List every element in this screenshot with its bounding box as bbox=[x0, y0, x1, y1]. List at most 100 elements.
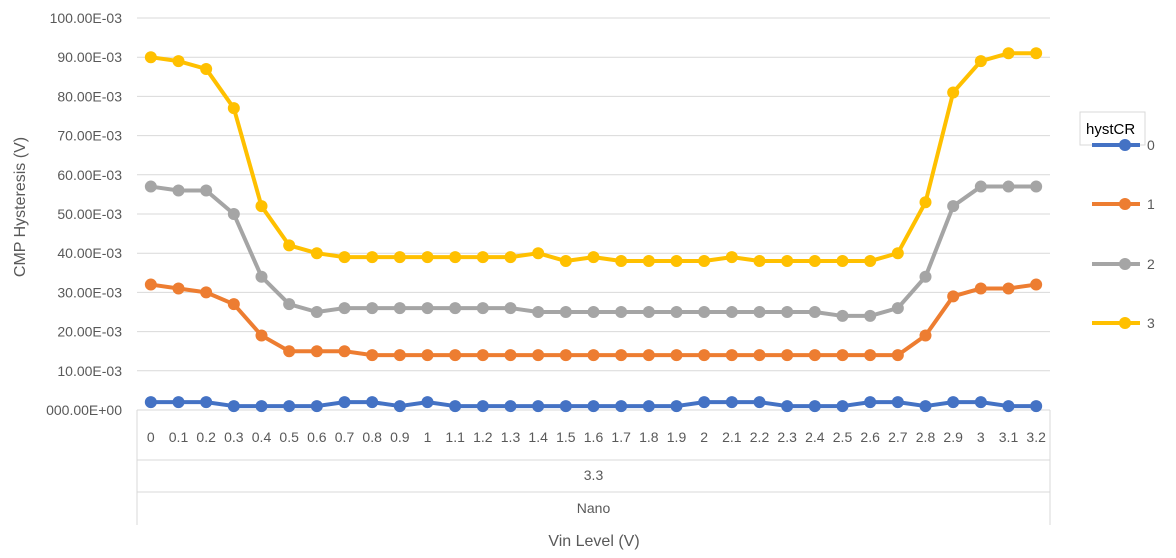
data-point bbox=[283, 345, 295, 357]
data-point bbox=[781, 349, 793, 361]
data-point bbox=[339, 302, 351, 314]
x-axis-label: Vin Level (V) bbox=[548, 533, 639, 550]
data-point bbox=[477, 302, 489, 314]
data-point bbox=[477, 251, 489, 263]
x-tick-label: 2.7 bbox=[888, 429, 908, 445]
data-point bbox=[505, 349, 517, 361]
series-lines bbox=[145, 47, 1042, 412]
data-point bbox=[615, 255, 627, 267]
series-3 bbox=[145, 47, 1042, 267]
data-point bbox=[781, 400, 793, 412]
x-tick-label: 0.5 bbox=[279, 429, 299, 445]
x-group-label: Nano bbox=[577, 500, 611, 516]
data-point bbox=[477, 400, 489, 412]
x-tick-label: 2.4 bbox=[805, 429, 825, 445]
x-group-label: 3.3 bbox=[584, 467, 604, 483]
x-tick-label: 1.4 bbox=[528, 429, 548, 445]
data-point bbox=[809, 255, 821, 267]
data-point bbox=[422, 396, 434, 408]
data-point bbox=[671, 349, 683, 361]
y-tick-label: 90.00E-03 bbox=[57, 49, 122, 65]
y-tick-label: 50.00E-03 bbox=[57, 206, 122, 222]
data-point bbox=[726, 306, 738, 318]
y-axis-ticks: 000.00E+00 10.00E-03 20.00E-03 30.00E-03 40.… bbox=[46, 10, 122, 418]
data-point bbox=[698, 349, 710, 361]
data-point bbox=[726, 251, 738, 263]
data-point bbox=[698, 396, 710, 408]
data-point bbox=[366, 251, 378, 263]
data-point bbox=[809, 349, 821, 361]
series-line bbox=[151, 53, 1036, 261]
x-tick-label: 0.2 bbox=[196, 429, 216, 445]
data-point bbox=[560, 306, 572, 318]
data-point bbox=[505, 251, 517, 263]
y-tick-label: 000.00E+00 bbox=[46, 402, 122, 418]
data-point bbox=[256, 330, 268, 342]
data-point bbox=[449, 400, 461, 412]
data-point bbox=[228, 102, 240, 114]
data-point bbox=[311, 247, 323, 259]
data-point bbox=[339, 251, 351, 263]
data-point bbox=[615, 349, 627, 361]
data-point bbox=[1030, 279, 1042, 291]
data-point bbox=[560, 349, 572, 361]
data-point bbox=[532, 247, 544, 259]
x-tick-label: 2.3 bbox=[777, 429, 797, 445]
data-point bbox=[477, 349, 489, 361]
data-point bbox=[283, 239, 295, 251]
data-point bbox=[228, 208, 240, 220]
legend-items: 0123 bbox=[1092, 137, 1155, 331]
x-tick-label: 3.1 bbox=[999, 429, 1019, 445]
data-point bbox=[394, 302, 406, 314]
data-point bbox=[394, 349, 406, 361]
x-tick-label: 1 bbox=[424, 429, 432, 445]
data-point bbox=[864, 310, 876, 322]
data-point bbox=[588, 400, 600, 412]
series-line bbox=[151, 285, 1036, 356]
x-axis: 0 0.1 0.2 0.3 0.4 0.5 0.6 0.7 0.8 0.9 1 1.1 1.2 1.3 1.… bbox=[137, 410, 1050, 525]
data-point bbox=[671, 306, 683, 318]
x-tick-label: 0.1 bbox=[169, 429, 189, 445]
x-tick-label: 0.7 bbox=[335, 429, 355, 445]
data-point bbox=[173, 184, 185, 196]
data-point bbox=[449, 349, 461, 361]
data-point bbox=[643, 400, 655, 412]
y-tick-label: 40.00E-03 bbox=[57, 245, 122, 261]
data-point bbox=[864, 255, 876, 267]
x-tick-label: 0 bbox=[147, 429, 155, 445]
data-point bbox=[173, 282, 185, 294]
data-point bbox=[422, 251, 434, 263]
x-tick-label: 1.5 bbox=[556, 429, 576, 445]
data-point bbox=[588, 306, 600, 318]
y-tick-label: 100.00E-03 bbox=[50, 10, 123, 26]
data-point bbox=[754, 396, 766, 408]
x-tick-label: 0.8 bbox=[362, 429, 382, 445]
data-point bbox=[892, 396, 904, 408]
data-point bbox=[532, 349, 544, 361]
data-point bbox=[283, 400, 295, 412]
data-point bbox=[449, 251, 461, 263]
data-point bbox=[920, 330, 932, 342]
data-point bbox=[726, 349, 738, 361]
x-tick-label: 3.2 bbox=[1026, 429, 1046, 445]
x-tick-label: 2 bbox=[700, 429, 708, 445]
data-point bbox=[837, 255, 849, 267]
y-tick-label: 80.00E-03 bbox=[57, 88, 122, 104]
x-tick-label: 2.9 bbox=[943, 429, 963, 445]
x-tick-label: 1.3 bbox=[501, 429, 521, 445]
data-point bbox=[643, 255, 655, 267]
x-tick-label: 2.5 bbox=[833, 429, 853, 445]
data-point bbox=[1030, 400, 1042, 412]
data-point bbox=[809, 400, 821, 412]
data-point bbox=[366, 302, 378, 314]
data-point bbox=[726, 396, 738, 408]
y-tick-label: 10.00E-03 bbox=[57, 363, 122, 379]
data-point bbox=[1030, 181, 1042, 193]
x-tick-label: 2.2 bbox=[750, 429, 770, 445]
data-point bbox=[837, 400, 849, 412]
y-tick-label: 60.00E-03 bbox=[57, 167, 122, 183]
legend-swatch-marker bbox=[1119, 139, 1131, 151]
data-point bbox=[145, 181, 157, 193]
data-point bbox=[1003, 47, 1015, 59]
x-tick-label: 1.2 bbox=[473, 429, 493, 445]
